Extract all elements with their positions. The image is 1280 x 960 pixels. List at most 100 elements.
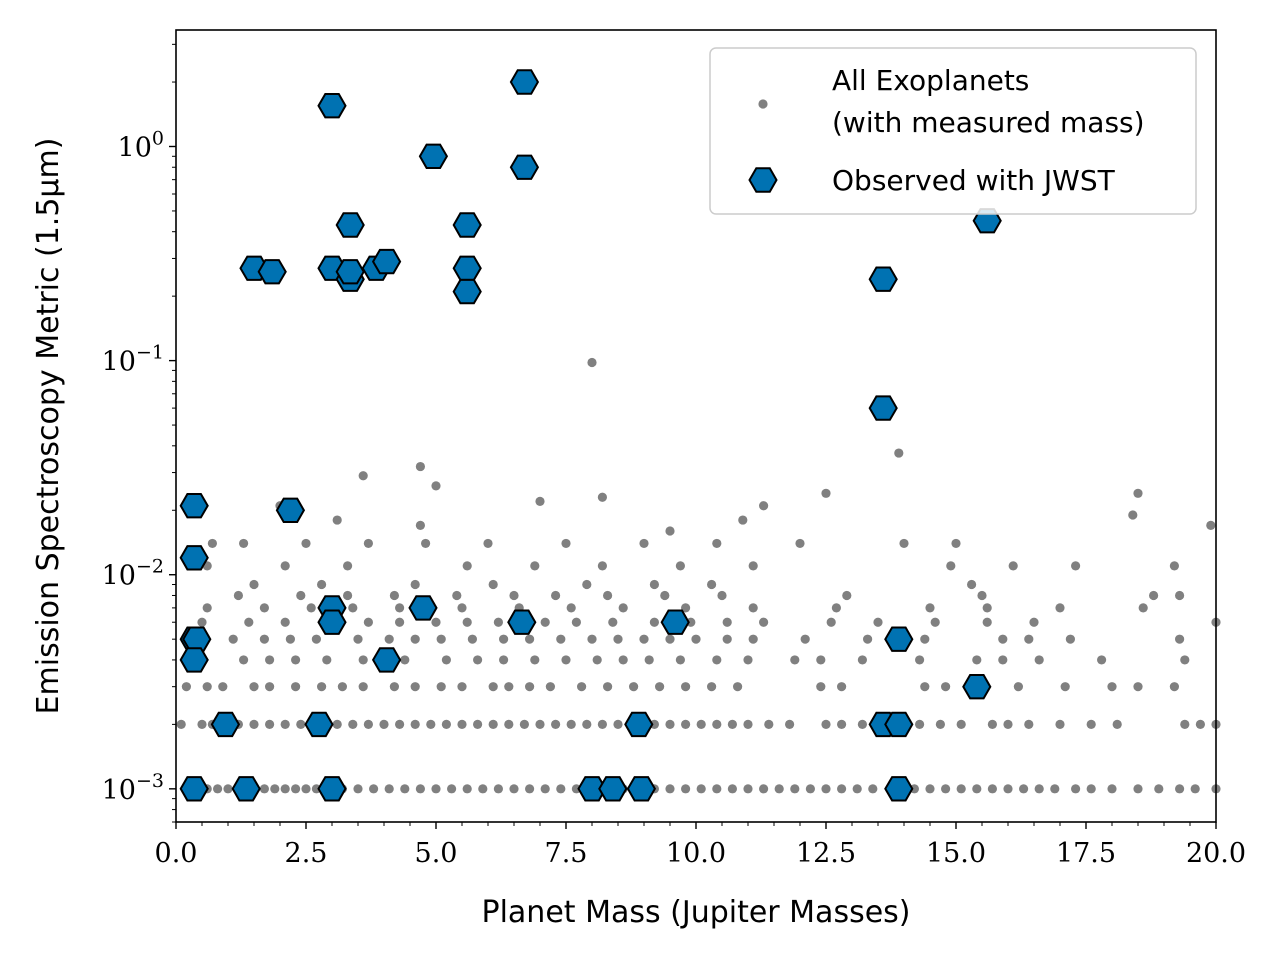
exoplanet-point [395, 719, 405, 729]
exoplanet-point [426, 719, 436, 729]
exoplanet-point [415, 461, 425, 472]
exoplanet-point [748, 561, 758, 571]
exoplanet-point [462, 617, 472, 627]
exoplanet-point [540, 784, 550, 794]
exoplanet-point [556, 634, 566, 644]
exoplanet-point [561, 655, 571, 665]
exoplanet-point [493, 617, 503, 627]
exoplanet-point [1180, 655, 1190, 665]
exoplanet-point [925, 784, 935, 794]
exoplanet-point [259, 603, 269, 613]
exoplanet-point [530, 655, 540, 665]
jwst-point [317, 609, 347, 635]
jwst-point [507, 609, 537, 635]
exoplanet-point [311, 634, 321, 644]
exoplanet-point [369, 784, 379, 794]
all-exoplanets-points [176, 357, 1221, 794]
exoplanet-point [249, 579, 259, 590]
exoplanet-point [285, 634, 295, 644]
exoplanet-point [1071, 784, 1081, 794]
exoplanet-point [306, 603, 316, 613]
exoplanet-point [1019, 784, 1029, 794]
exoplanet-point [415, 784, 425, 794]
exoplanet-point [987, 784, 998, 794]
exoplanet-point [291, 682, 301, 692]
jwst-point [210, 711, 241, 738]
jwst-point [452, 278, 482, 305]
exoplanet-point [748, 603, 758, 613]
exoplanet-point [837, 784, 847, 794]
exoplanet-point [1138, 603, 1148, 613]
x-tick-label: 15.0 [926, 838, 986, 869]
exoplanet-point [1060, 682, 1070, 692]
legend-label-jwst: Observed with JWST [832, 164, 1116, 197]
exoplanet-point [727, 784, 738, 794]
exoplanet-point [951, 538, 961, 549]
exoplanet-point [1154, 784, 1164, 794]
exoplanet-point [603, 682, 613, 692]
exoplanet-point [1097, 655, 1107, 665]
exoplanet-point [509, 784, 519, 794]
exoplanet-point [348, 719, 358, 729]
exoplanet-point [941, 784, 951, 794]
exoplanet-point [1008, 561, 1018, 571]
exoplanet-point [665, 784, 675, 794]
exoplanet-point [291, 655, 301, 665]
exoplanet-point [587, 357, 597, 368]
exoplanet-point [395, 603, 405, 613]
exoplanet-point [447, 784, 457, 794]
exoplanet-point [956, 784, 966, 794]
exoplanet-point [712, 719, 722, 729]
jwst-point [179, 545, 209, 571]
jwst-point [884, 776, 914, 802]
exoplanet-point [1003, 719, 1013, 729]
exoplanet-point [379, 719, 389, 729]
jwst-point [335, 259, 365, 285]
x-tick-label: 17.5 [1056, 838, 1116, 869]
exoplanet-point [915, 719, 925, 729]
exoplanet-point [457, 603, 467, 613]
exoplanet-point [800, 634, 810, 644]
exoplanet-point [239, 655, 249, 665]
exoplanet-point [389, 682, 399, 692]
exoplanet-point [525, 634, 535, 644]
legend-hexagon-marker [748, 167, 778, 193]
exoplanet-point [821, 784, 831, 794]
exoplanet-point [639, 538, 649, 549]
exoplanet-point [665, 634, 675, 644]
y-axis-label: Emission Spectroscopy Metric (1.5μm) [31, 138, 66, 715]
exoplanet-point [774, 784, 784, 794]
exoplanet-point [743, 784, 753, 794]
exoplanet-point [649, 617, 660, 627]
exoplanet-point [873, 617, 883, 627]
exoplanet-point [831, 603, 842, 613]
exoplanet-point [1029, 617, 1039, 627]
exoplanet-point [556, 784, 566, 794]
exoplanet-point [597, 719, 608, 729]
exoplanet-point [956, 719, 966, 729]
exoplanet-point [1055, 603, 1065, 613]
exoplanet-point [259, 784, 269, 794]
jwst-point [884, 626, 914, 652]
exoplanet-point [535, 496, 545, 507]
exoplanet-point [1169, 682, 1179, 692]
jwst-point [509, 154, 540, 180]
exoplanet-point [462, 561, 472, 571]
exoplanet-point [218, 682, 228, 692]
x-axis-ticks: 0.0 2.5 5.0 7.5 10.0 12.5 15.0 17.5 20.0 [155, 822, 1246, 869]
exoplanet-point [613, 634, 623, 644]
exoplanet-point [1034, 784, 1044, 794]
exoplanet-point [410, 579, 420, 590]
exoplanet-point [441, 655, 451, 665]
exoplanet-point [920, 634, 930, 644]
exoplanet-point [400, 784, 410, 794]
exoplanet-point [431, 784, 441, 794]
exoplanet-point [343, 561, 353, 571]
jwst-point [335, 212, 365, 238]
exoplanet-point [998, 655, 1008, 665]
exoplanet-point [441, 719, 451, 729]
exoplanet-point [467, 634, 477, 644]
y-tick-label: 100 [118, 127, 164, 163]
exoplanet-point [681, 603, 691, 613]
exoplanet-point [410, 719, 420, 729]
